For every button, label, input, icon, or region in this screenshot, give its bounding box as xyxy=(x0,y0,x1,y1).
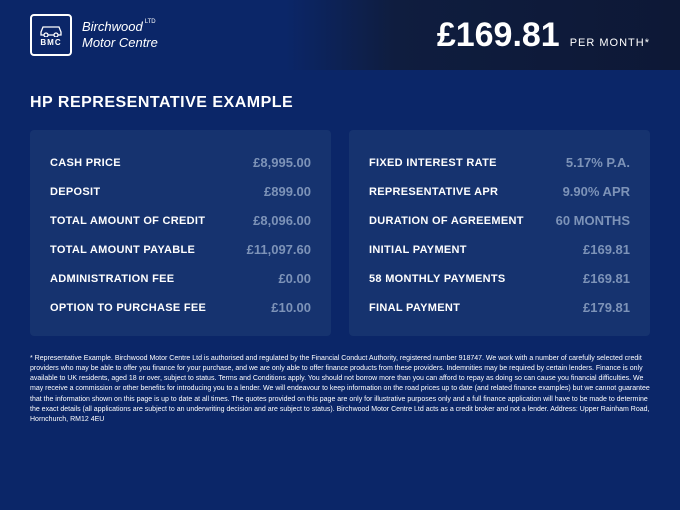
table-row: TOTAL AMOUNT PAYABLE £11,097.60 xyxy=(50,235,311,264)
row-label: INITIAL PAYMENT xyxy=(369,244,467,256)
row-value: £8,995.00 xyxy=(253,155,311,170)
price-block: £169.81 PER MONTH* xyxy=(437,16,650,55)
row-label: TOTAL AMOUNT OF CREDIT xyxy=(50,215,205,227)
card-left: CASH PRICE £8,995.00 DEPOSIT £899.00 TOTAL… xyxy=(30,130,331,336)
row-value: £0.00 xyxy=(278,271,311,286)
row-label: FINAL PAYMENT xyxy=(369,302,460,314)
section-title: HP REPRESENTATIVE EXAMPLE xyxy=(0,70,680,130)
logo-badge-text: BMC xyxy=(40,38,61,47)
logo: BMC BirchwoodLTD Motor Centre xyxy=(30,14,158,56)
car-icon xyxy=(38,23,64,37)
price-amount: £169.81 xyxy=(437,16,560,55)
table-row: FIXED INTEREST RATE 5.17% P.A. xyxy=(369,148,630,177)
table-row: CASH PRICE £8,995.00 xyxy=(50,148,311,177)
row-value: 60 MONTHS xyxy=(556,213,630,228)
disclaimer: * Representative Example. Birchwood Moto… xyxy=(0,336,680,425)
columns: CASH PRICE £8,995.00 DEPOSIT £899.00 TOTAL… xyxy=(0,130,680,336)
table-row: DEPOSIT £899.00 xyxy=(50,177,311,206)
brand-line2: Motor Centre xyxy=(82,35,158,51)
table-row: FINAL PAYMENT £179.81 xyxy=(369,293,630,322)
row-label: OPTION TO PURCHASE FEE xyxy=(50,302,206,314)
finance-card: BMC BirchwoodLTD Motor Centre £169.81 PE… xyxy=(0,0,680,510)
row-label: REPRESENTATIVE APR xyxy=(369,186,498,198)
table-row: ADMINISTRATION FEE £0.00 xyxy=(50,264,311,293)
row-value: 5.17% P.A. xyxy=(566,155,630,170)
table-row: 58 MONTHLY PAYMENTS £169.81 xyxy=(369,264,630,293)
row-label: CASH PRICE xyxy=(50,157,121,169)
row-label: TOTAL AMOUNT PAYABLE xyxy=(50,244,195,256)
row-value: 9.90% APR xyxy=(563,184,630,199)
row-label: DEPOSIT xyxy=(50,186,100,198)
row-value: £169.81 xyxy=(583,242,630,257)
logo-text: BirchwoodLTD Motor Centre xyxy=(82,19,158,52)
logo-badge: BMC xyxy=(30,14,72,56)
table-row: DURATION OF AGREEMENT 60 MONTHS xyxy=(369,206,630,235)
row-value: £11,097.60 xyxy=(247,242,311,257)
card-right: FIXED INTEREST RATE 5.17% P.A. REPRESENTA… xyxy=(349,130,650,336)
row-value: £10.00 xyxy=(271,300,311,315)
brand-line1: Birchwood xyxy=(82,19,143,34)
row-label: DURATION OF AGREEMENT xyxy=(369,215,524,227)
table-row: TOTAL AMOUNT OF CREDIT £8,096.00 xyxy=(50,206,311,235)
row-value: £8,096.00 xyxy=(253,213,311,228)
row-value: £899.00 xyxy=(264,184,311,199)
row-label: ADMINISTRATION FEE xyxy=(50,273,174,285)
row-label: 58 MONTHLY PAYMENTS xyxy=(369,273,506,285)
table-row: INITIAL PAYMENT £169.81 xyxy=(369,235,630,264)
row-value: £169.81 xyxy=(583,271,630,286)
price-suffix: PER MONTH* xyxy=(570,37,650,49)
table-row: OPTION TO PURCHASE FEE £10.00 xyxy=(50,293,311,322)
table-row: REPRESENTATIVE APR 9.90% APR xyxy=(369,177,630,206)
brand-ltd: LTD xyxy=(145,19,156,25)
header: BMC BirchwoodLTD Motor Centre £169.81 PE… xyxy=(0,0,680,70)
row-label: FIXED INTEREST RATE xyxy=(369,157,497,169)
row-value: £179.81 xyxy=(583,300,630,315)
